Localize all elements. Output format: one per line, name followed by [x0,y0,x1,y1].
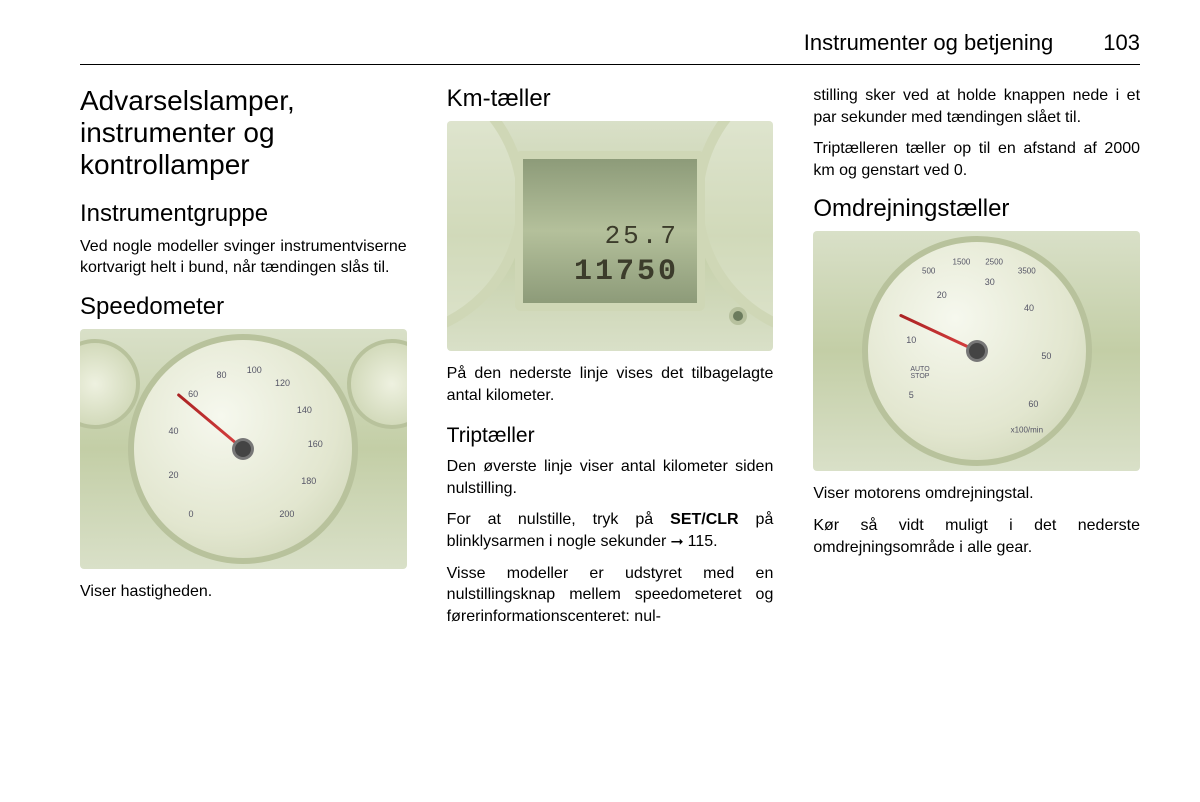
page-reference: 115. [671,533,718,550]
total-km-value: 11750 [574,255,679,289]
figure-odometer: 25.7 11750 [447,121,774,351]
autostop-label: AUTO STOP [910,366,929,380]
subheading-speedometer: Speedometer [80,293,407,321]
page-header: Instrumenter og betjening 103 [80,30,1140,65]
column-2: Km-tæller 25.7 11750 På den nederste lin… [447,85,774,637]
paragraph: stilling sker ved at holde knappen nede … [813,85,1140,128]
figure-tachometer: 5 10 20 30 40 50 60 500 1500 2500 3500 x… [813,231,1140,471]
page-number: 103 [1103,30,1140,56]
figure-speedometer: 0 20 40 60 80 100 120 140 160 180 200 [80,329,407,569]
paragraph: For at nulstille, tryk på SET/CLR på bli… [447,509,774,552]
set-clr-label: SET/CLR [670,511,738,528]
tachometer-dial: 5 10 20 30 40 50 60 500 1500 2500 3500 x… [862,236,1092,466]
indicator-led [733,311,743,321]
paragraph: Den øverste linje viser antal kilometer … [447,456,774,499]
paragraph: Ved nogle modeller svinger instrumentvis… [80,236,407,279]
column-1: Advarselslamper, instrumenter og kontrol… [80,85,407,637]
needle-hub [235,441,251,457]
speedometer-dial: 0 20 40 60 80 100 120 140 160 180 200 [128,334,358,564]
needle-hub [969,343,985,359]
subheading-instrumentgruppe: Instrumentgruppe [80,200,407,228]
paragraph: Visse modeller er udstyret med en nulsti… [447,563,774,628]
paragraph: Viser motorens omdrejningstal. [813,483,1140,505]
paragraph: Triptælleren tæller op til en afstand af… [813,138,1140,181]
paragraph: På den nederste linje vises det tilbagel… [447,363,774,406]
content-columns: Advarselslamper, instrumenter og kontrol… [80,85,1140,637]
gauge-arc-right [693,121,773,341]
trip-value: 25.7 [605,221,679,251]
subheading-tacho: Omdrejningstæller [813,195,1140,223]
paragraph: Kør så vidt muligt i det nederste omdrej… [813,515,1140,558]
subheading-trip: Triptæller [447,424,774,448]
chapter-title: Instrumenter og betjening [804,30,1054,56]
section-heading: Advarselslamper, instrumenter og kontrol… [80,85,407,182]
rpm-unit-label: x100/min [1011,425,1043,434]
small-dial-right [347,339,407,429]
paragraph: Viser hastigheden. [80,581,407,603]
subheading-km: Km-tæller [447,85,774,113]
column-3: stilling sker ved at holde knappen nede … [813,85,1140,637]
lcd-display: 25.7 11750 [515,151,705,311]
small-dial-left [80,339,140,429]
